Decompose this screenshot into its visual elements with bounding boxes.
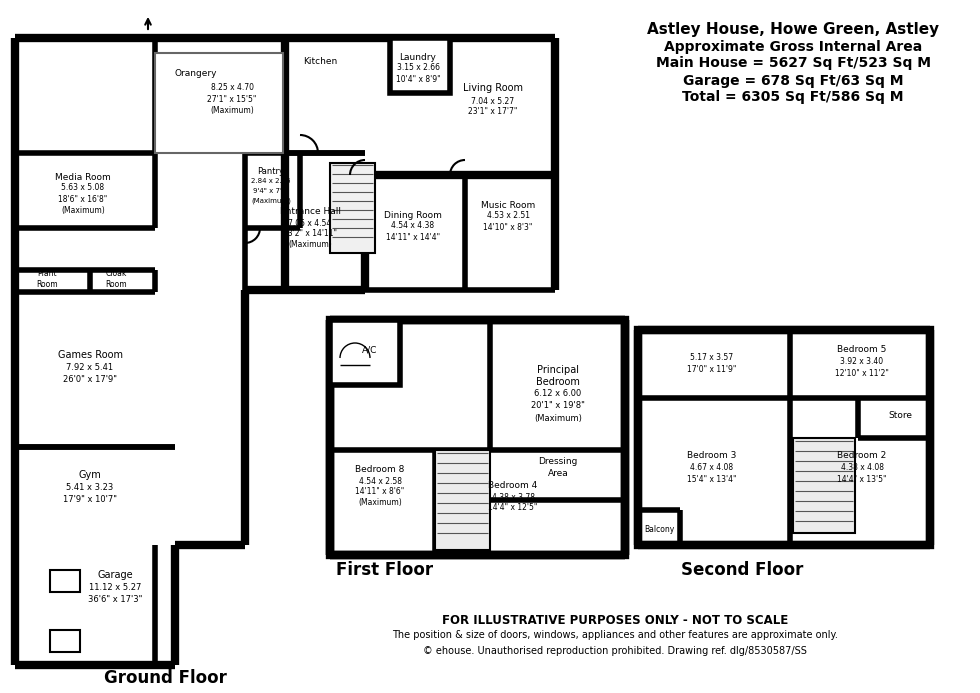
Text: (Maximum): (Maximum) [358,498,402,507]
Text: (Maximum): (Maximum) [210,105,254,114]
Text: Music Room: Music Room [481,200,535,209]
Text: Ground Floor: Ground Floor [104,669,226,687]
Text: 17'9" x 10'7": 17'9" x 10'7" [63,495,117,505]
Text: Media Room: Media Room [55,173,111,182]
Text: Plant
Room: Plant Room [36,270,58,289]
Text: Bedroom 2: Bedroom 2 [837,450,887,459]
Text: FOR ILLUSTRATIVE PURPOSES ONLY - NOT TO SCALE: FOR ILLUSTRATIVE PURPOSES ONLY - NOT TO … [442,614,788,627]
Text: 8.25 x 4.70: 8.25 x 4.70 [211,83,254,92]
Polygon shape [330,320,625,555]
Text: 5.63 x 5.08: 5.63 x 5.08 [62,184,105,193]
Text: (Maximum): (Maximum) [534,414,582,423]
Text: (Maximum): (Maximum) [288,240,332,249]
Text: 23'2" x 14'11": 23'2" x 14'11" [283,229,337,238]
Text: Entrance Hall: Entrance Hall [279,207,340,216]
Text: Total = 6305 Sq Ft/586 Sq M: Total = 6305 Sq Ft/586 Sq M [682,90,904,104]
Text: 6.12 x 6.00: 6.12 x 6.00 [534,389,581,398]
Bar [155,53,283,153]
Text: 27'1" x 15'5": 27'1" x 15'5" [208,94,257,103]
Bar [330,163,375,253]
Text: Bedroom: Bedroom [536,377,580,387]
Text: Principal: Principal [537,365,579,375]
Text: 10'4" x 8'9": 10'4" x 8'9" [396,75,440,83]
Text: 4.54 x 4.38: 4.54 x 4.38 [391,222,434,231]
Text: 4.53 x 2.51: 4.53 x 2.51 [486,211,529,220]
Text: Games Room: Games Room [58,350,122,360]
Text: Gym: Gym [78,470,101,480]
Text: Balcony: Balcony [644,525,674,534]
Text: Area: Area [548,469,568,478]
Text: Cloak
Room: Cloak Room [105,270,126,289]
Text: 14'4" x 13'5": 14'4" x 13'5" [837,475,887,484]
Bar [330,320,400,385]
Text: 5.41 x 3.23: 5.41 x 3.23 [67,484,114,493]
Text: Orangery: Orangery [174,69,218,78]
Bar [50,570,80,592]
Text: 14'11" x 14'4": 14'11" x 14'4" [386,232,440,241]
Bar [793,438,855,533]
Text: Bedroom 3: Bedroom 3 [687,450,737,459]
Text: 7.04 x 5.27: 7.04 x 5.27 [471,96,514,105]
Text: 14'10" x 8'3": 14'10" x 8'3" [483,222,533,231]
Text: Main House = 5627 Sq Ft/523 Sq M: Main House = 5627 Sq Ft/523 Sq M [656,56,930,70]
Text: Pantry: Pantry [258,166,284,175]
Text: 4.67 x 4.08: 4.67 x 4.08 [691,462,734,471]
Text: A/C: A/C [363,346,377,355]
Text: 4.38 x 4.08: 4.38 x 4.08 [841,462,884,471]
Text: © ehouse. Unauthorised reproduction prohibited. Drawing ref. dlg/8530587/SS: © ehouse. Unauthorised reproduction proh… [423,646,807,656]
Text: Kitchen: Kitchen [303,58,337,67]
Text: 20'1" x 19'8": 20'1" x 19'8" [531,401,585,410]
Text: 14'4" x 12'5": 14'4" x 12'5" [488,504,538,513]
Text: Bedroom 8: Bedroom 8 [356,466,405,475]
Text: Bedroom 4: Bedroom 4 [488,480,538,489]
Bar [435,450,490,550]
Text: Dining Room: Dining Room [384,211,442,220]
Text: 14'11" x 8'6": 14'11" x 8'6" [356,487,405,496]
Text: 2.84 x 2.35: 2.84 x 2.35 [251,178,291,184]
Text: 15'4" x 13'4": 15'4" x 13'4" [687,475,737,484]
Text: (Maximum): (Maximum) [61,206,105,215]
Text: First Floor: First Floor [336,561,433,579]
Text: The position & size of doors, windows, appliances and other features are approxi: The position & size of doors, windows, a… [392,630,838,640]
Text: Living Room: Living Room [463,83,523,93]
Text: Astley House, Howe Green, Astley: Astley House, Howe Green, Astley [647,22,939,37]
Text: 7.92 x 5.41: 7.92 x 5.41 [67,364,114,373]
Text: Bedroom 5: Bedroom 5 [837,346,887,355]
Text: 36'6" x 17'3": 36'6" x 17'3" [88,595,142,604]
Text: 3.15 x 2.66: 3.15 x 2.66 [397,64,439,73]
Text: Garage = 678 Sq Ft/63 Sq M: Garage = 678 Sq Ft/63 Sq M [683,74,904,88]
Text: Laundry: Laundry [400,53,436,62]
Text: Dressing: Dressing [538,457,577,466]
Bar [50,630,80,652]
Text: Second Floor: Second Floor [681,561,804,579]
Text: 5.17 x 3.57: 5.17 x 3.57 [691,353,734,362]
Text: 18'6" x 16'8": 18'6" x 16'8" [59,195,108,204]
Text: 4.54 x 2.58: 4.54 x 2.58 [359,477,402,486]
Text: 4.38 x 3.78: 4.38 x 3.78 [492,493,534,502]
Text: Garage: Garage [97,570,133,580]
Text: 9'4" x 7'9": 9'4" x 7'9" [253,188,289,194]
Bar [390,38,450,93]
Polygon shape [638,330,930,545]
Text: Store: Store [888,410,912,419]
Text: 11.12 x 5.27: 11.12 x 5.27 [89,584,141,593]
Text: 23'1" x 17'7": 23'1" x 17'7" [468,107,517,116]
Text: 12'10" x 11'2": 12'10" x 11'2" [835,369,889,378]
Text: (Maximum): (Maximum) [251,198,291,204]
Text: 26'0" x 17'9": 26'0" x 17'9" [63,376,117,385]
Text: 17'0" x 11'9": 17'0" x 11'9" [687,365,737,374]
Text: 7.05 x 4.54: 7.05 x 4.54 [288,218,331,227]
Text: 3.92 x 3.40: 3.92 x 3.40 [841,358,884,367]
Text: Approximate Gross Internal Area: Approximate Gross Internal Area [663,40,922,54]
